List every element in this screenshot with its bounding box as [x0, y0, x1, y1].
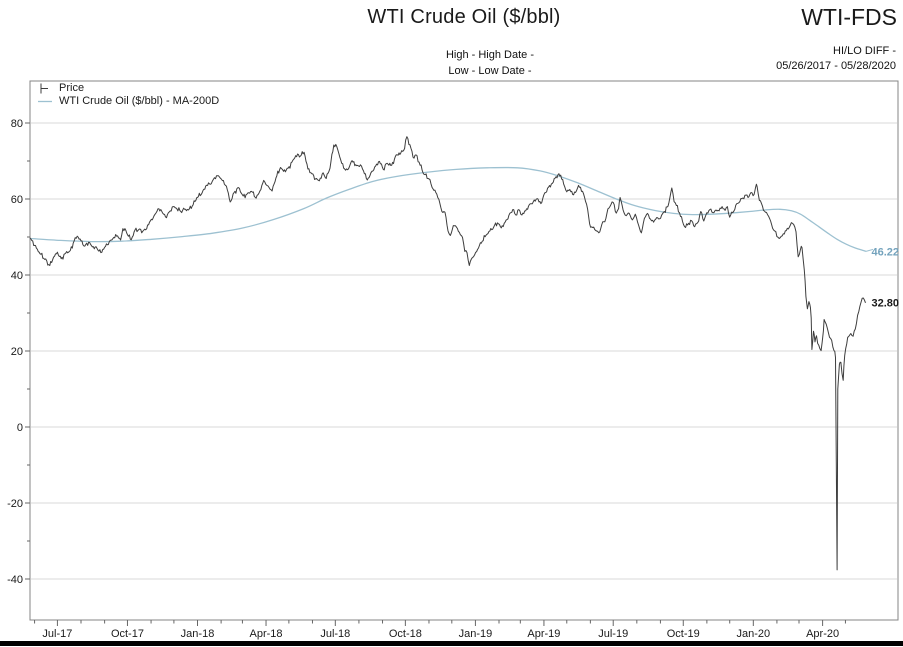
- x-tick-label: Oct-19: [667, 628, 700, 640]
- x-tick-label: Oct-18: [389, 628, 422, 640]
- range-block: HI/LO DIFF - 05/26/2017 - 05/28/2020: [776, 44, 896, 74]
- legend-item-price: Price: [38, 82, 219, 95]
- price-value-label: 32.80: [871, 297, 899, 309]
- x-tick-label: Apr-20: [806, 628, 839, 640]
- x-tick-label: Jul-17: [42, 628, 72, 640]
- x-tick-label: Apr-18: [250, 628, 283, 640]
- y-tick-label: 80: [11, 118, 23, 130]
- gridlines: [31, 122, 897, 580]
- y-tick-label: 40: [11, 270, 23, 282]
- y-tick-label: -20: [7, 498, 23, 510]
- x-tick-label: Jan-19: [459, 628, 493, 640]
- legend-label-ma: WTI Crude Oil ($/bbl) - MA-200D: [59, 95, 220, 107]
- y-tick-label: 60: [11, 194, 23, 206]
- legend-label-price: Price: [59, 82, 85, 94]
- y-tick-label: -40: [7, 574, 23, 586]
- x-axis: Jul-17 Oct-17 Jan-18 Apr-18 Jul-18 Oct-18 Jan-…: [34, 620, 846, 640]
- x-tick-label: Jul-19: [598, 628, 628, 640]
- x-tick-label: Jan-20: [736, 628, 770, 640]
- legend: Price WTI Crude Oil ($/bbl) - MA-200D: [38, 82, 219, 108]
- price-line: [29, 136, 867, 571]
- ma-label-leader: [865, 248, 874, 252]
- ticker-symbol: WTI-FDS: [801, 4, 897, 30]
- price-bar-icon: [38, 83, 54, 94]
- x-tick-label: Oct-17: [111, 628, 144, 640]
- ma-value-label: 46.22: [871, 246, 899, 258]
- date-range-label: 05/26/2017 - 05/28/2020: [776, 60, 896, 72]
- chart-title: WTI Crude Oil ($/bbl): [367, 6, 561, 28]
- y-tick-label: 20: [11, 346, 23, 358]
- x-tick-label: Jul-18: [320, 628, 350, 640]
- y-axis: 80 60 40 20 0 -20 -40: [7, 118, 30, 586]
- ma-line-icon: [38, 96, 54, 107]
- x-tick-label: Jan-18: [181, 628, 215, 640]
- y-tick-label: 0: [17, 422, 23, 434]
- high-line: High - High Date -: [445, 49, 535, 61]
- x-tick-label: Apr-19: [527, 628, 560, 640]
- high-low-block: High - High Date - Low - Low Date -: [380, 47, 600, 79]
- bottom-divider-bar: [0, 641, 903, 646]
- low-line: Low - Low Date -: [448, 65, 532, 77]
- ma-200d-line: [29, 166, 867, 253]
- hilo-diff-label: HI/LO DIFF -: [833, 45, 896, 57]
- legend-item-ma: WTI Crude Oil ($/bbl) - MA-200D: [38, 95, 219, 108]
